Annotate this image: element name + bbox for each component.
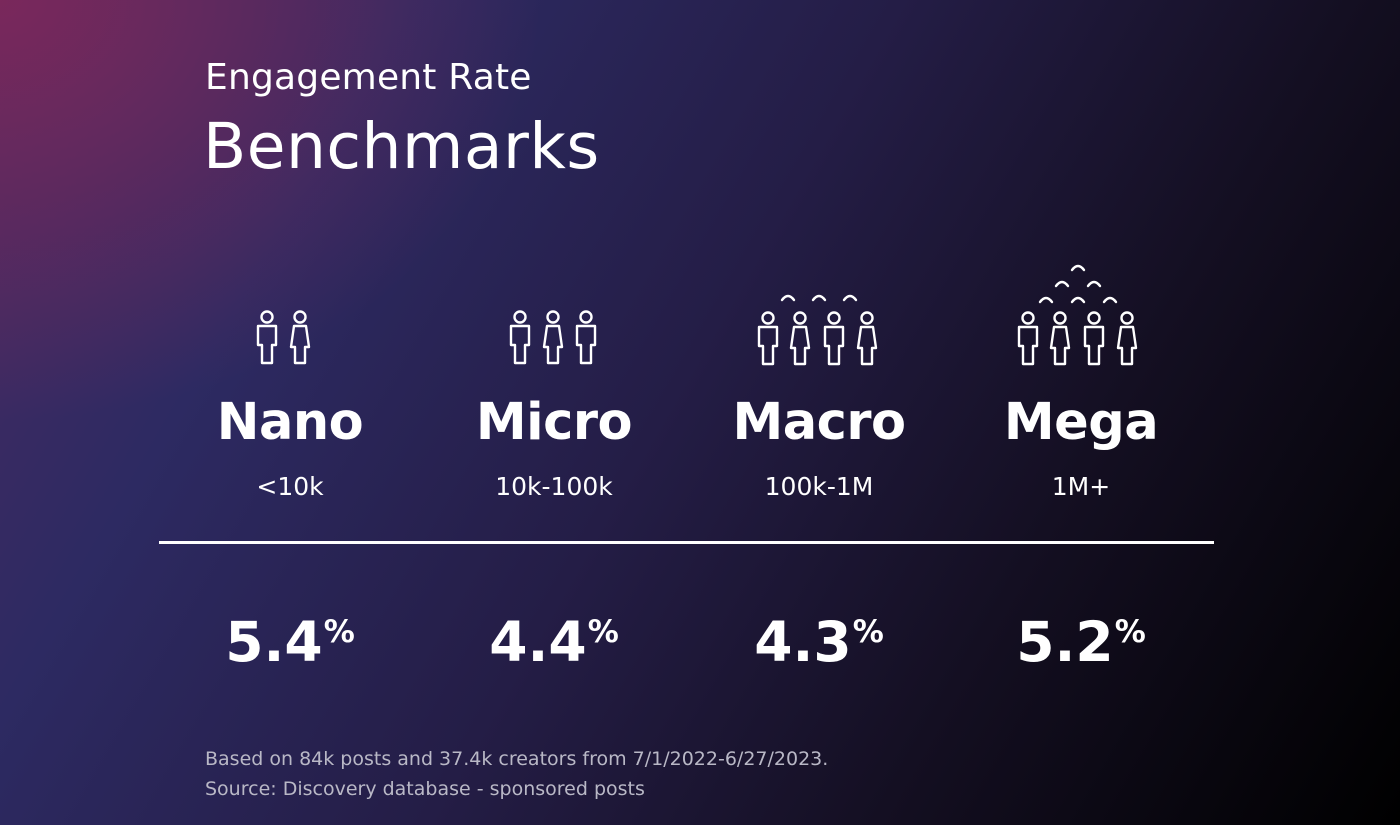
percent-sign: %: [323, 614, 355, 650]
footnote-data-range: Based on 84k posts and 37.4k creators fr…: [205, 748, 829, 770]
rate-value-micro: 4.4: [489, 610, 587, 674]
person-male-icon: [1017, 311, 1039, 366]
rate-value-macro: 4.3: [754, 610, 852, 674]
crowd-head-arc-icon: [811, 294, 827, 302]
chart-title: Benchmarks: [203, 110, 600, 183]
crowd-head-arc-icon: [1070, 296, 1086, 304]
percent-sign: %: [1114, 614, 1146, 650]
tier-range-mega: 1M+: [1051, 472, 1111, 501]
tier-name-macro: Macro: [732, 393, 906, 452]
person-female-icon: [289, 310, 311, 365]
tier-name-mega: Mega: [1003, 393, 1159, 452]
crowd-head-arc-icon: [1086, 280, 1102, 288]
rate-nano: 5.4%: [130, 610, 450, 674]
tier-range-macro: 100k-1M: [764, 472, 874, 501]
person-female-icon: [542, 310, 564, 365]
rate-micro: 4.4%: [394, 610, 714, 674]
crowd-head-arc-icon: [780, 294, 796, 302]
four-people-crowd-icon: [757, 294, 878, 366]
large-crowd-icon: [1017, 264, 1138, 366]
person-male-icon: [509, 310, 531, 365]
divider-line: [159, 541, 1214, 544]
crowd-head-arc-icon: [1070, 264, 1086, 272]
tier-name-micro: Micro: [475, 393, 633, 452]
person-male-icon: [823, 311, 845, 366]
crowd-head-arc-icon: [1102, 296, 1118, 304]
two-people-icon: [256, 310, 311, 365]
person-male-icon: [256, 310, 278, 365]
crowd-head-arc-icon: [1038, 296, 1054, 304]
rate-value-mega: 5.2: [1016, 610, 1114, 674]
tier-range-micro: 10k-100k: [495, 472, 613, 501]
person-female-icon: [856, 311, 878, 366]
rate-mega: 5.2%: [921, 610, 1241, 674]
footnote-source: Source: Discovery database - sponsored p…: [205, 778, 645, 800]
person-female-icon: [1049, 311, 1071, 366]
percent-sign: %: [587, 614, 619, 650]
person-male-icon: [1083, 311, 1105, 366]
person-female-icon: [1116, 311, 1138, 366]
tier-range-nano: <10k: [256, 472, 324, 501]
rate-macro: 4.3%: [659, 610, 979, 674]
three-people-icon: [509, 310, 597, 365]
crowd-head-arc-icon: [1054, 280, 1070, 288]
person-female-icon: [789, 311, 811, 366]
person-male-icon: [757, 311, 779, 366]
chart-subtitle: Engagement Rate: [205, 57, 532, 98]
rate-value-nano: 5.4: [225, 610, 323, 674]
percent-sign: %: [852, 614, 884, 650]
crowd-head-arc-icon: [842, 294, 858, 302]
person-male-icon: [575, 310, 597, 365]
tier-name-nano: Nano: [216, 393, 364, 452]
